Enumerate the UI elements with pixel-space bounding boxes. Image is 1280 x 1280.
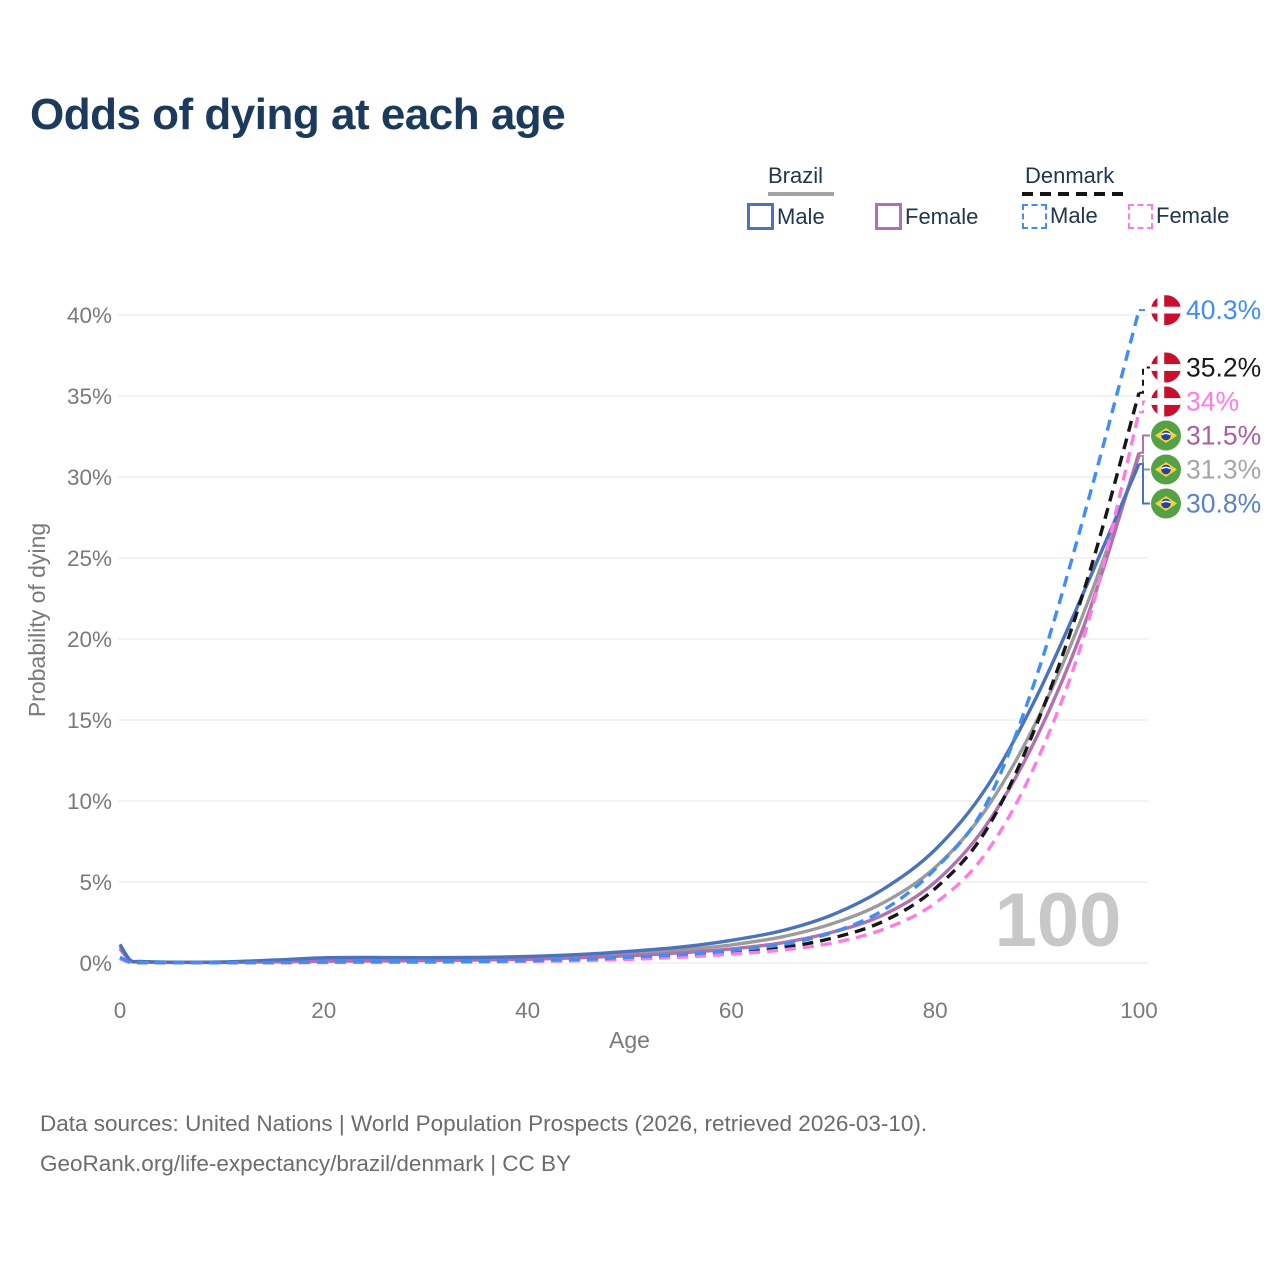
y-tick-label: 10% <box>67 789 112 814</box>
legend-swatch-denmark-female[interactable] <box>1128 203 1153 229</box>
end-value-label-denmark-male: 40.3% <box>1186 295 1261 325</box>
y-tick-label: 30% <box>67 465 112 490</box>
legend-denmark-label: Denmark <box>1025 163 1115 188</box>
series-line-denmark-female[interactable] <box>119 411 1141 965</box>
y-tick-label: 25% <box>67 546 112 571</box>
end-label-leader-denmark-female <box>1139 400 1150 414</box>
mortality-line-chart: 0% 5% 10% 15% 20% 25% 30% 35% 40% 0 20 40 60 80 100 Age… <box>24 0 1261 1053</box>
end-label-leader-brazil-both <box>1139 454 1150 471</box>
flag-denmark-icon <box>1151 387 1181 417</box>
source-line-2: GeoRank.org/life-expectancy/brazil/denma… <box>40 1151 572 1176</box>
flag-brazil-icon <box>1151 421 1181 451</box>
series-line-denmark-male[interactable] <box>119 309 1141 965</box>
legend-item-label: Female <box>1156 203 1230 228</box>
y-tick-label: 5% <box>79 870 112 895</box>
legend-item-label: Female <box>905 203 979 229</box>
end-value-label-denmark-female: 34% <box>1186 387 1239 417</box>
x-tick-label: 40 <box>515 998 540 1023</box>
series-line-brazil-female[interactable] <box>118 452 1141 965</box>
flag-denmark-icon <box>1151 295 1181 325</box>
flag-brazil-icon <box>1151 489 1181 519</box>
legend-item-denmark-female[interactable]: Female <box>1128 203 1229 229</box>
legend-swatch-brazil-male[interactable] <box>747 203 774 230</box>
source-note: Data sources: United Nations | World Pop… <box>40 1104 927 1184</box>
page-title: Odds of dying at each age <box>30 90 566 139</box>
x-tick-label: 0 <box>114 998 127 1023</box>
series-line-brazil-both[interactable] <box>118 455 1141 965</box>
legend-item-brazil-female[interactable]: Female <box>875 203 978 230</box>
legend-brazil-underline <box>768 192 834 196</box>
x-tick-label: 60 <box>719 998 744 1023</box>
legend-swatch-denmark-male[interactable] <box>1022 203 1047 229</box>
legend-item-denmark-male[interactable]: Male <box>1022 203 1098 229</box>
legend-brazil-label: Brazil <box>768 163 824 188</box>
legend-swatch-brazil-female[interactable] <box>875 203 902 230</box>
end-value-label-brazil-male: 30.8% <box>1186 489 1261 519</box>
legend-group-brazil-header[interactable]: Brazil <box>768 163 834 196</box>
age-counter-watermark: 100 <box>995 878 1122 963</box>
end-label-leader-brazil-male <box>1139 463 1150 505</box>
legend-denmark-underline <box>1022 192 1128 196</box>
series-line-denmark-both[interactable] <box>119 392 1141 965</box>
flag-brazil-icon <box>1151 455 1181 485</box>
end-value-label-denmark-both: 35.2% <box>1186 353 1261 383</box>
end-label-leader-denmark-both <box>1139 366 1150 394</box>
y-tick-label: 0% <box>79 951 112 976</box>
y-axis-title: Probability of dying <box>24 523 50 717</box>
y-tick-label: 40% <box>67 303 112 328</box>
series-line-brazil-male[interactable] <box>118 463 1141 964</box>
x-tick-label: 80 <box>923 998 948 1023</box>
x-tick-label: 20 <box>311 998 336 1023</box>
x-tick-label: 100 <box>1120 998 1158 1023</box>
legend-group-denmark-header[interactable]: Denmark <box>1022 163 1128 196</box>
end-label-leader-brazil-female <box>1139 434 1150 454</box>
legend-item-label: Male <box>777 203 825 229</box>
legend-item-label: Male <box>1050 203 1098 228</box>
y-tick-label: 15% <box>67 708 112 733</box>
end-value-label-brazil-both: 31.3% <box>1186 455 1261 485</box>
x-axis-title: Age <box>609 1027 650 1053</box>
legend-item-brazil-male[interactable]: Male <box>747 203 825 230</box>
flag-denmark-icon <box>1151 353 1181 383</box>
end-value-label-brazil-female: 31.5% <box>1186 421 1261 451</box>
source-line-1: Data sources: United Nations | World Pop… <box>40 1111 928 1136</box>
y-tick-label: 20% <box>67 627 112 652</box>
y-tick-label: 35% <box>67 384 112 409</box>
